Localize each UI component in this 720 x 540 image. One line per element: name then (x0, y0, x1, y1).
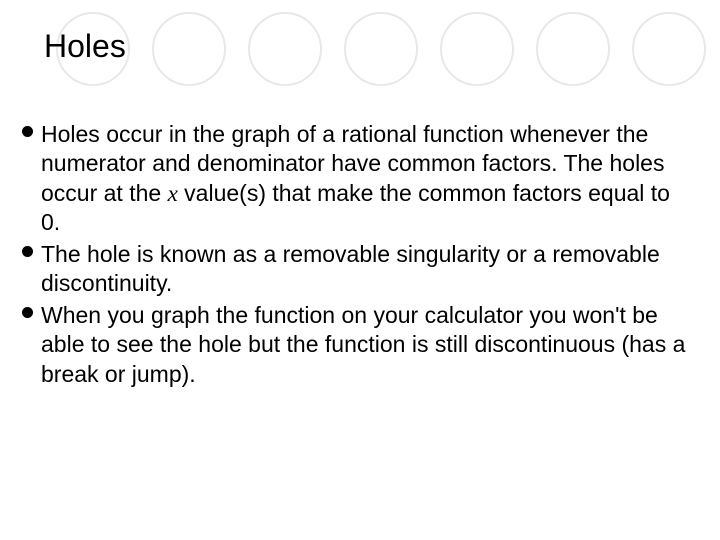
decorative-circle (344, 12, 418, 86)
bullet-marker (22, 126, 33, 137)
bullet-marker (22, 307, 33, 318)
bullet-item: When you graph the function on your calc… (22, 301, 690, 389)
bullet-marker (22, 246, 33, 257)
decorative-circle (632, 12, 706, 86)
slide-title: Holes (44, 28, 126, 65)
bullet-text: Holes occur in the graph of a rational f… (41, 120, 690, 238)
slide-content: Holes occur in the graph of a rational f… (22, 120, 690, 391)
decorative-circle (152, 12, 226, 86)
bullet-text: The hole is known as a removable singula… (41, 240, 690, 299)
italic-variable: x (168, 181, 178, 206)
decorative-circle (536, 12, 610, 86)
bullet-text: When you graph the function on your calc… (41, 301, 690, 389)
decorative-circle (248, 12, 322, 86)
decorative-circle (440, 12, 514, 86)
bullet-item: Holes occur in the graph of a rational f… (22, 120, 690, 238)
bullet-item: The hole is known as a removable singula… (22, 240, 690, 299)
